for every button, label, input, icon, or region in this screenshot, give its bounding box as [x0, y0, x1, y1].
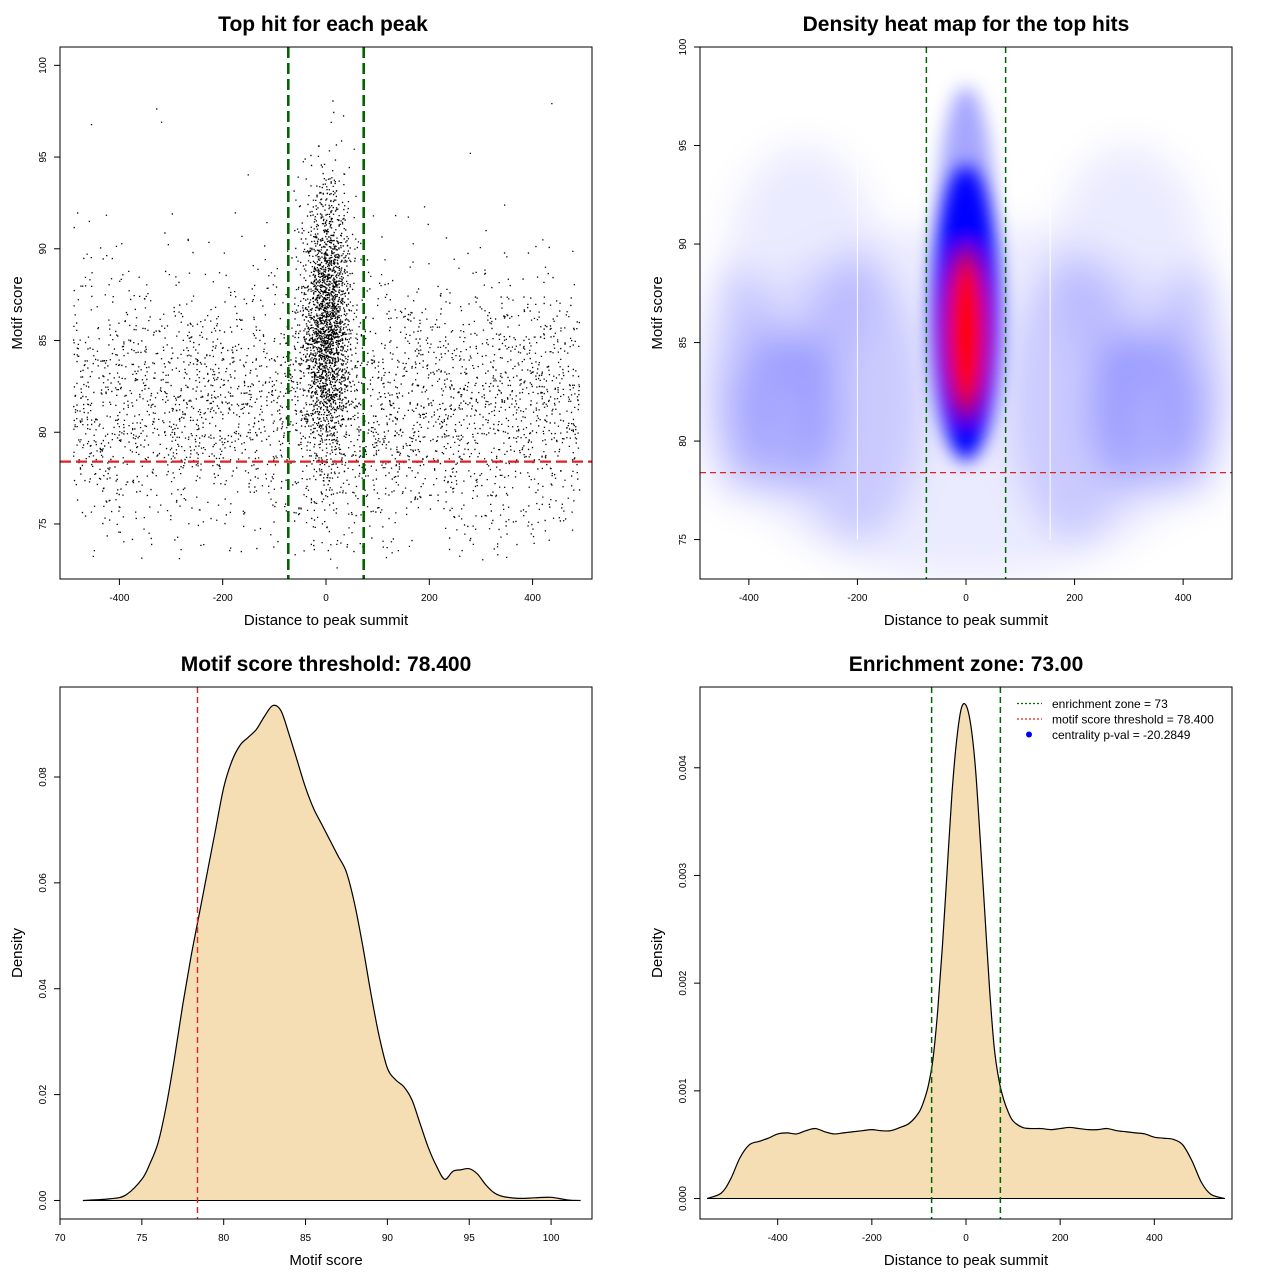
- x-tick-label: 95: [464, 1233, 476, 1244]
- y-axis: 75 80 85 90 95 100: [678, 38, 701, 546]
- density-area: [82, 705, 581, 1201]
- panel-score-density: Motif score threshold: 78.400 70 75 80 85 90…: [9, 653, 593, 1269]
- y-tick-label: 0.003: [678, 863, 689, 888]
- y-tick-label: 100: [38, 57, 49, 74]
- legend-item: enrichment zone = 73: [1017, 697, 1168, 711]
- y-tick-label: 90: [38, 243, 49, 255]
- x-tick-label: -400: [109, 593, 129, 604]
- y-tick-label: 85: [678, 337, 689, 349]
- y-tick-label: 85: [38, 335, 49, 347]
- y-tick-label: 0.001: [678, 1078, 689, 1103]
- x-tick-label: 200: [1066, 593, 1083, 604]
- x-axis-label: Distance to peak summit: [884, 1252, 1049, 1269]
- chart-title: Density heat map for the top hits: [803, 13, 1130, 36]
- legend-label: enrichment zone = 73: [1052, 697, 1168, 711]
- y-tick-label: 0.08: [38, 767, 49, 787]
- y-tick-label: 95: [678, 140, 689, 152]
- y-tick-label: 95: [38, 151, 49, 163]
- y-tick-label: 0.02: [38, 1084, 49, 1104]
- legend: enrichment zone = 73 motif score threshol…: [1017, 697, 1214, 742]
- density-core: [932, 86, 1000, 461]
- y-axis-label: Motif score: [9, 276, 26, 349]
- x-tick-label: 80: [218, 1233, 230, 1244]
- x-tick-label: 100: [543, 1233, 560, 1244]
- density-peak: [949, 263, 983, 402]
- panel-heatmap: Density heat map for the top hits -400 -2…: [649, 13, 1233, 629]
- plot-content: [82, 687, 581, 1219]
- panel-distance-density: Enrichment zone: 73.00 -400 -200 0 200 400 0…: [649, 653, 1233, 1269]
- plot-content: [700, 47, 1232, 579]
- legend-label: motif score threshold = 78.400: [1052, 713, 1214, 727]
- x-tick-label: 75: [136, 1233, 148, 1244]
- legend-item: centrality p-val = -20.2849: [1026, 728, 1191, 742]
- y-axis-label: Density: [649, 927, 666, 978]
- y-axis: 0.000 0.001 0.002 0.003 0.004: [678, 755, 701, 1211]
- x-axis: 70 75 80 85 90 95 100: [54, 1218, 560, 1244]
- x-axis-label: Motif score: [289, 1252, 362, 1269]
- density-curve: [706, 702, 1226, 1200]
- plot-frame: [59, 46, 593, 580]
- y-tick-label: 0.00: [38, 1190, 49, 1210]
- x-axis: -400 -200 0 200 400: [109, 578, 541, 604]
- y-tick-label: 80: [38, 426, 49, 438]
- x-tick-label: -400: [739, 593, 759, 604]
- plot-content: [706, 687, 1226, 1219]
- x-tick-label: 70: [54, 1233, 66, 1244]
- x-tick-label: -200: [847, 593, 867, 604]
- chart-title: Motif score threshold: 78.400: [181, 653, 472, 676]
- x-tick-label: -200: [213, 593, 233, 604]
- legend-point-marker: [1026, 731, 1032, 738]
- x-tick-label: 200: [421, 593, 438, 604]
- y-tick-label: 0.04: [38, 979, 49, 999]
- x-tick-label: 200: [1052, 1233, 1069, 1244]
- y-tick-label: 100: [678, 38, 689, 55]
- y-tick-label: 80: [678, 435, 689, 447]
- y-tick-label: 0.004: [678, 755, 689, 780]
- x-tick-label: -200: [862, 1233, 882, 1244]
- y-axis: 75 80 85 90 95 100: [38, 57, 61, 530]
- scatter-points: [73, 100, 581, 569]
- x-tick-label: 85: [300, 1233, 312, 1244]
- plot-content: [60, 47, 592, 579]
- x-tick-label: 0: [323, 593, 329, 604]
- x-tick-label: 400: [1146, 1233, 1163, 1244]
- y-tick-label: 75: [678, 534, 689, 546]
- x-tick-label: 0: [963, 1233, 969, 1244]
- x-tick-label: 400: [524, 593, 541, 604]
- density-curve: [82, 704, 581, 1202]
- x-tick-label: -400: [768, 1233, 788, 1244]
- x-axis-label: Distance to peak summit: [884, 612, 1049, 629]
- y-tick-label: 75: [38, 518, 49, 530]
- x-axis: -400 -200 0 200 400: [768, 1218, 1163, 1244]
- y-axis-label: Motif score: [649, 276, 666, 349]
- legend-label: centrality p-val = -20.2849: [1052, 728, 1191, 742]
- chart-title: Top hit for each peak: [218, 13, 428, 36]
- y-tick-label: 0.000: [678, 1186, 689, 1211]
- y-axis-label: Density: [9, 927, 26, 978]
- chart-title: Enrichment zone: 73.00: [849, 653, 1084, 676]
- density-area: [707, 703, 1225, 1199]
- y-tick-label: 90: [678, 238, 689, 250]
- y-axis: 0.00 0.02 0.04 0.06 0.08: [38, 767, 61, 1210]
- x-tick-label: 0: [963, 593, 969, 604]
- x-tick-label: 90: [382, 1233, 394, 1244]
- legend-item: motif score threshold = 78.400: [1017, 713, 1214, 727]
- x-axis: -400 -200 0 200 400: [739, 578, 1192, 604]
- x-axis-label: Distance to peak summit: [244, 612, 409, 629]
- y-tick-label: 0.06: [38, 873, 49, 893]
- x-tick-label: 400: [1175, 593, 1192, 604]
- y-tick-label: 0.002: [678, 970, 689, 995]
- panel-scatter: Top hit for each peak -400 -200 0 200 400 75…: [9, 13, 593, 629]
